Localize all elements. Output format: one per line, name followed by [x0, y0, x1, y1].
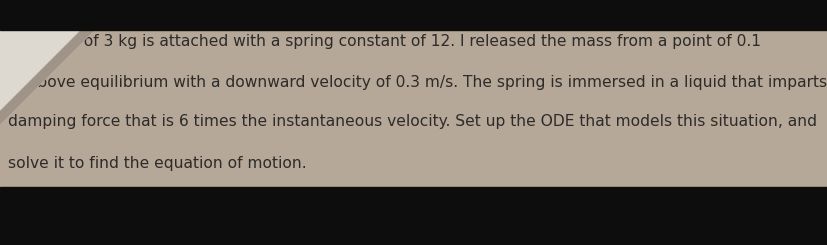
Text: damping force that is 6 times the instantaneous velocity. Set up the ODE that mo: damping force that is 6 times the instan… [8, 114, 816, 129]
Text: A mass of 3 kg is attached with a spring constant of 12. I released the mass fro: A mass of 3 kg is attached with a spring… [8, 34, 760, 49]
Text: solve it to find the equation of motion.: solve it to find the equation of motion. [8, 156, 306, 171]
Text: m above equilibrium with a downward velocity of 0.3 m/s. The spring is immersed : m above equilibrium with a downward velo… [8, 75, 827, 90]
